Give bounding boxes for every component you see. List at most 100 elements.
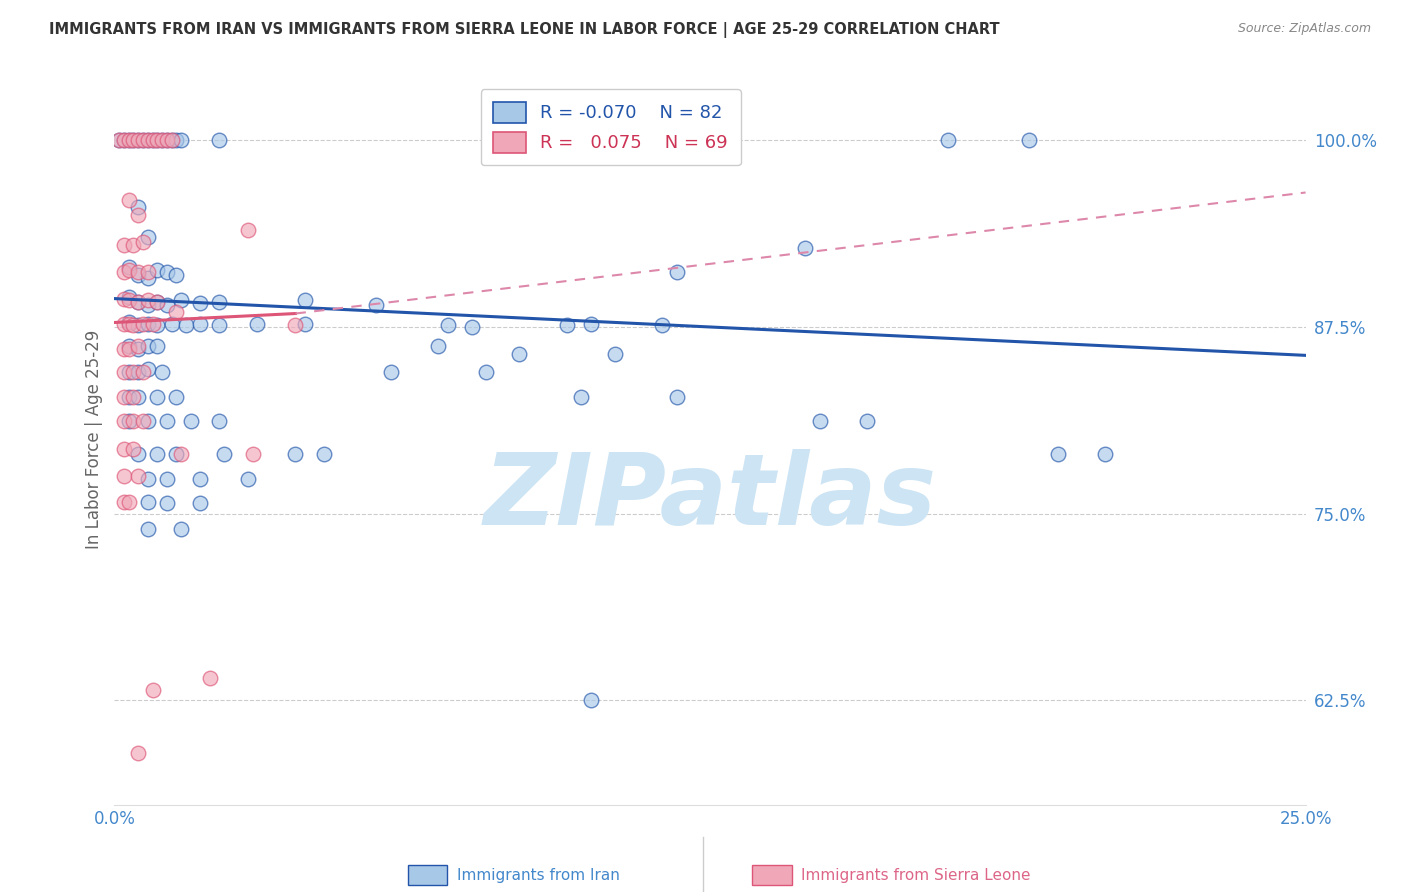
Point bbox=[146, 133, 169, 147]
Point bbox=[118, 495, 141, 509]
Point bbox=[132, 317, 155, 331]
Point bbox=[136, 133, 159, 147]
Point bbox=[108, 133, 131, 147]
Point bbox=[132, 133, 155, 147]
Point bbox=[160, 317, 183, 331]
Text: Immigrants from Iran: Immigrants from Iran bbox=[457, 868, 620, 882]
Point bbox=[136, 270, 159, 285]
Point bbox=[794, 241, 817, 255]
Point bbox=[146, 263, 169, 277]
Point bbox=[165, 133, 187, 147]
Point bbox=[312, 447, 335, 461]
Point bbox=[188, 317, 211, 331]
Point bbox=[165, 447, 187, 461]
Point bbox=[132, 414, 155, 428]
Point bbox=[136, 317, 159, 331]
Point bbox=[188, 296, 211, 310]
Point bbox=[122, 390, 145, 404]
Point bbox=[132, 235, 155, 249]
Point bbox=[112, 292, 135, 306]
Point bbox=[136, 230, 159, 244]
Point bbox=[603, 347, 626, 361]
Point bbox=[136, 339, 159, 353]
Point bbox=[208, 133, 231, 147]
Point bbox=[112, 469, 135, 483]
Point bbox=[160, 133, 183, 147]
Point bbox=[156, 496, 179, 510]
Point bbox=[236, 472, 259, 486]
Point bbox=[127, 294, 149, 309]
Point bbox=[294, 293, 316, 307]
Point bbox=[118, 390, 141, 404]
Point bbox=[146, 294, 169, 309]
Point bbox=[136, 133, 159, 147]
Point bbox=[112, 237, 135, 252]
Point bbox=[808, 414, 831, 428]
Point bbox=[212, 447, 235, 461]
Point bbox=[122, 237, 145, 252]
Text: Immigrants from Sierra Leone: Immigrants from Sierra Leone bbox=[801, 868, 1031, 882]
Point bbox=[112, 390, 135, 404]
Point bbox=[150, 365, 173, 379]
Point bbox=[1018, 133, 1040, 147]
Point bbox=[112, 442, 135, 457]
Text: ZIPatlas: ZIPatlas bbox=[484, 449, 936, 546]
Point bbox=[112, 317, 135, 331]
Point bbox=[118, 343, 141, 357]
Point bbox=[156, 414, 179, 428]
Point bbox=[136, 414, 159, 428]
Point bbox=[122, 365, 145, 379]
Point bbox=[165, 305, 187, 319]
Point bbox=[284, 318, 307, 333]
Point bbox=[569, 390, 592, 404]
Point bbox=[156, 133, 179, 147]
Point bbox=[208, 318, 231, 333]
Point bbox=[180, 414, 202, 428]
Point bbox=[380, 365, 402, 379]
Point bbox=[136, 297, 159, 311]
Point bbox=[127, 469, 149, 483]
Point bbox=[127, 208, 149, 222]
Point bbox=[118, 414, 141, 428]
Point bbox=[146, 447, 169, 461]
Point bbox=[150, 133, 173, 147]
Point bbox=[112, 133, 135, 147]
Point bbox=[165, 268, 187, 282]
Point bbox=[165, 390, 187, 404]
Point bbox=[651, 318, 673, 333]
Point bbox=[461, 320, 484, 334]
Point bbox=[141, 133, 163, 147]
Point bbox=[170, 447, 193, 461]
Point bbox=[146, 339, 169, 353]
Point bbox=[475, 365, 498, 379]
Point bbox=[437, 318, 460, 333]
Point bbox=[665, 390, 688, 404]
Point bbox=[122, 133, 145, 147]
Point bbox=[127, 746, 149, 760]
Point bbox=[118, 293, 141, 307]
Point bbox=[146, 390, 169, 404]
Point bbox=[170, 133, 193, 147]
Point bbox=[170, 293, 193, 307]
Point bbox=[136, 265, 159, 279]
Point bbox=[1046, 447, 1069, 461]
Point bbox=[127, 133, 149, 147]
Point bbox=[156, 133, 179, 147]
Point bbox=[118, 317, 141, 331]
Point bbox=[118, 365, 141, 379]
Point bbox=[132, 365, 155, 379]
Point bbox=[112, 365, 135, 379]
Point bbox=[112, 343, 135, 357]
Point bbox=[127, 294, 149, 309]
Point bbox=[160, 133, 183, 147]
Point bbox=[174, 318, 197, 333]
Point bbox=[146, 133, 169, 147]
Point bbox=[122, 318, 145, 333]
Point bbox=[118, 260, 141, 275]
Point bbox=[112, 414, 135, 428]
Point bbox=[127, 365, 149, 379]
Point bbox=[127, 201, 149, 215]
Point bbox=[118, 316, 141, 330]
Point bbox=[242, 447, 264, 461]
Point bbox=[150, 133, 173, 147]
